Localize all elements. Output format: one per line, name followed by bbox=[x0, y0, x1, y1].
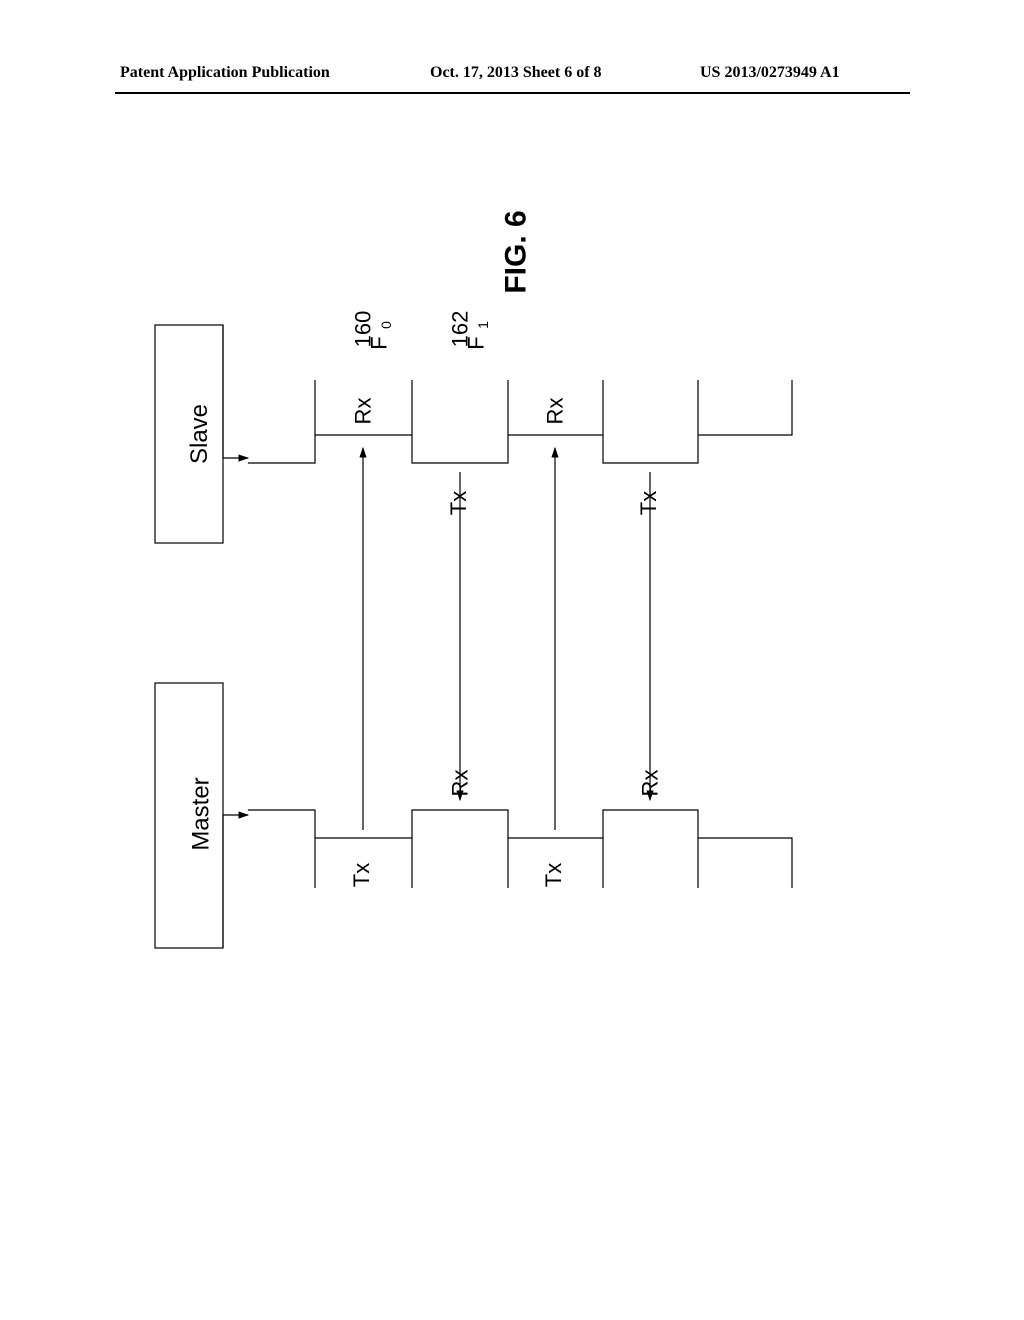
page: Patent Application Publication Oct. 17, … bbox=[0, 0, 1024, 1320]
master-timeline bbox=[248, 810, 792, 888]
master-box bbox=[155, 683, 223, 948]
slave-timeline bbox=[248, 380, 792, 463]
figure-svg bbox=[0, 0, 1024, 1320]
slave-box bbox=[155, 325, 223, 543]
